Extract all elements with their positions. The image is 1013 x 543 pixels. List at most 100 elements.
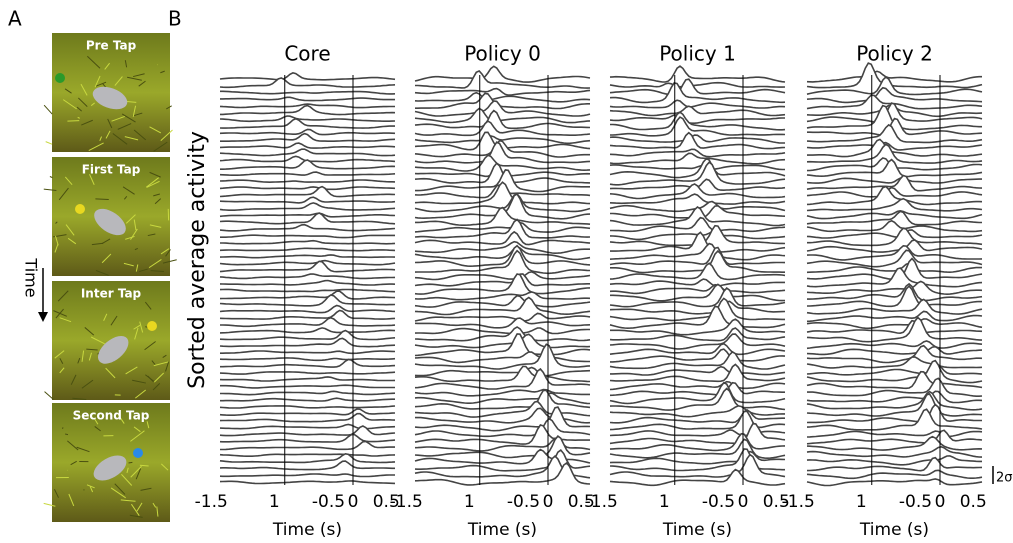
activity-trace-line (806, 445, 983, 458)
activity-trace-line (806, 469, 983, 480)
grass-blade (94, 75, 101, 88)
x-tick-label: 0.5 (763, 492, 790, 512)
activity-trace (610, 100, 785, 113)
grass-blade (53, 489, 59, 498)
activity-trace-line (609, 81, 786, 104)
activity-trace-line (219, 148, 396, 157)
activity-trace (415, 142, 590, 167)
activity-trace-line (610, 231, 786, 253)
activity-trace-line (806, 403, 982, 424)
activity-trace-line (219, 279, 396, 286)
y-axis-label: Sorted average activity (185, 131, 210, 389)
activity-trace (610, 66, 785, 85)
activity-trace-line (609, 409, 785, 424)
grass-blade (101, 253, 112, 264)
grass-blade (130, 465, 142, 478)
activity-trace-line (219, 329, 396, 341)
activity-trace-line (220, 239, 396, 245)
activity-trace-line (610, 365, 786, 376)
time-label: Time (22, 257, 41, 297)
activity-trace (415, 344, 590, 372)
activity-trace-line (219, 142, 396, 149)
grass-blade (153, 361, 169, 367)
activity-trace-line (219, 480, 396, 485)
activity-trace-line (219, 185, 396, 198)
activity-trace (807, 240, 982, 256)
activity-trace (415, 245, 590, 270)
activity-trace (415, 369, 590, 393)
grass-blade (110, 315, 118, 326)
grass-blade (165, 361, 170, 372)
grass-blade (133, 219, 137, 231)
activity-trace-line (807, 284, 983, 308)
activity-trace-line (219, 247, 396, 252)
activity-trace-line (806, 143, 983, 164)
activity-trace-line (806, 363, 983, 376)
activity-trace (220, 235, 395, 243)
activity-trace-line (806, 377, 983, 397)
grass-blade (86, 348, 98, 351)
activity-trace-line (806, 408, 983, 431)
activity-trace-line (806, 316, 983, 343)
scale-label: 2σ (996, 471, 1013, 486)
activity-trace-line (219, 273, 396, 280)
x-axis-label: Time (s) (859, 520, 929, 540)
grass-blade (114, 76, 123, 86)
activity-trace (220, 413, 395, 427)
activity-trace (807, 258, 982, 284)
activity-trace (610, 115, 785, 126)
activity-trace-line (609, 453, 786, 478)
grass-blade (43, 188, 57, 191)
grass-blade (160, 129, 173, 141)
x-tick-label: -1.5 (195, 492, 228, 512)
activity-trace-line (414, 454, 591, 479)
activity-trace-line (609, 105, 786, 117)
grass-blade (88, 352, 93, 361)
activity-trace-line (609, 246, 786, 266)
activity-trace (807, 158, 982, 174)
grass-blade (160, 70, 165, 74)
grass-blade (136, 502, 143, 512)
activity-trace-line (219, 294, 396, 307)
activity-trace-line (219, 186, 396, 191)
activity-trace (610, 423, 785, 448)
activity-trace-line (807, 138, 983, 158)
activity-trace-line (219, 115, 396, 123)
grass-blade (65, 224, 75, 236)
activity-trace (220, 186, 395, 202)
panel-title: Core (284, 42, 330, 66)
mouse (92, 86, 128, 110)
activity-trace (220, 202, 395, 215)
activity-trace-line (414, 434, 591, 459)
activity-trace-line (609, 380, 786, 391)
grass-blade (77, 97, 88, 107)
x-tick-label: -0.5 (507, 492, 540, 512)
activity-trace (610, 288, 785, 311)
activity-trace-line (609, 363, 786, 383)
activity-trace-line (806, 219, 983, 233)
activity-trace (807, 409, 982, 434)
panel-label: B (168, 7, 182, 31)
activity-trace-line (609, 164, 785, 171)
activity-trace-line (806, 267, 983, 288)
grass-blade (130, 430, 145, 442)
activity-trace-line (806, 185, 983, 206)
activity-trace-line (414, 181, 591, 205)
grass-blade (58, 187, 69, 201)
grass-blade (117, 414, 125, 424)
grass-blade (54, 350, 65, 359)
x-axis-label: Time (s) (662, 520, 732, 540)
activity-trace-line (414, 417, 591, 438)
activity-trace (415, 108, 590, 126)
grass-blade (59, 317, 72, 323)
x-axis-label: Time (s) (272, 520, 342, 540)
activity-trace-line (806, 262, 983, 274)
activity-trace (220, 116, 395, 126)
activity-trace-line (609, 405, 785, 418)
frame-title: Pre Tap (86, 39, 137, 53)
activity-trace-line (219, 212, 396, 225)
activity-trace-line (414, 244, 591, 268)
activity-trace (807, 228, 982, 249)
activity-trace-line (414, 366, 591, 377)
activity-trace-line (806, 158, 983, 178)
